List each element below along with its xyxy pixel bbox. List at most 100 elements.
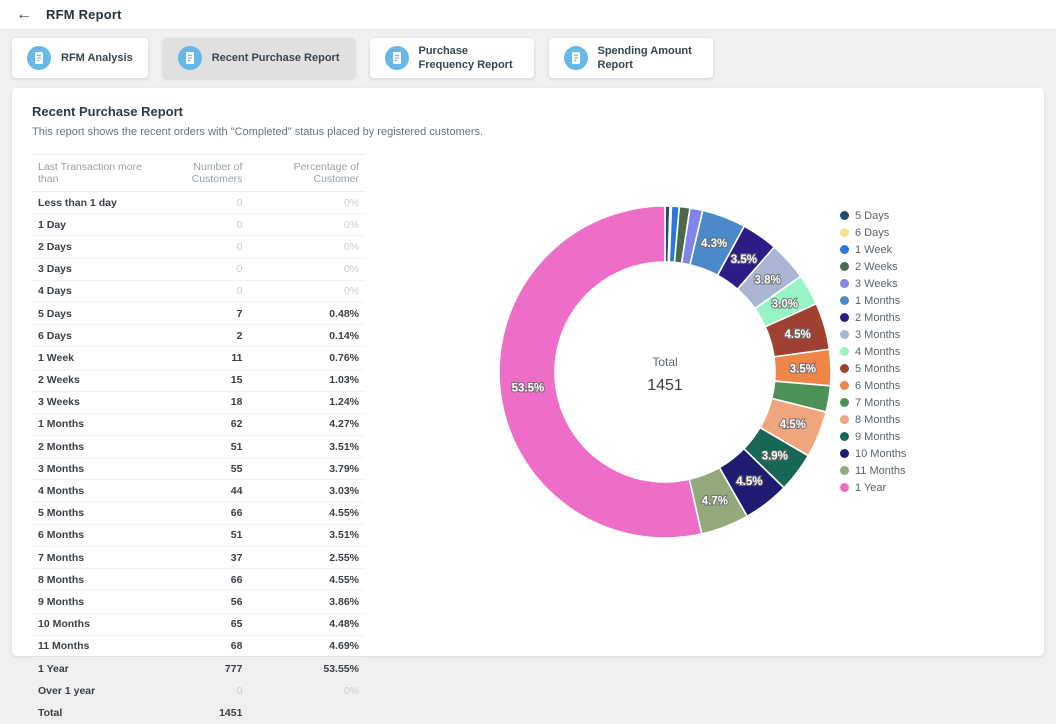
table-row: Less than 1 day 0 0% [32,191,365,215]
column-header-transaction: Last Transaction more than [32,154,169,192]
legend-item-6-days[interactable]: 6 Days [840,224,906,241]
tab-recent-purchase-report[interactable]: Recent Purchase Report [162,38,355,78]
back-icon[interactable]: ← [16,5,32,23]
slice-label: 3.8% [754,275,780,287]
table-row: 11 Months 68 4.69% [32,635,365,658]
slice-label: 4.5% [784,329,810,341]
cell-customers: 51 [168,524,249,548]
cell-customers: 44 [168,479,249,503]
legend-dot-icon [840,415,849,424]
table-row: 9 Months 56 3.86% [32,590,365,614]
legend-item-10-months[interactable]: 10 Months [840,445,906,462]
slice-label: 4.5% [780,419,806,431]
table-row: 8 Months 66 4.55% [32,568,365,592]
cell-customers: 777 [168,657,249,681]
legend-item-3-weeks[interactable]: 3 Weeks [840,275,906,292]
legend-item-7-months[interactable]: 7 Months [840,394,906,411]
cell-pct: 0% [248,191,365,215]
table-header-row: Last Transaction more than Number of Cus… [32,154,365,192]
legend-item-8-months[interactable]: 8 Months [840,411,906,428]
legend-item-11-months[interactable]: 11 Months [840,462,906,479]
cell-label: 1 Week [32,346,169,370]
cell-pct: 1.24% [248,391,365,414]
legend-label: 4 Months [855,345,901,358]
cell-label: 5 Months [32,502,169,525]
legend-item-1-year[interactable]: 1 Year [840,479,906,496]
cell-pct: 4.48% [248,613,365,636]
cell-pct: 0% [248,213,365,237]
cell-label: 7 Months [32,546,169,570]
table-row: 1 Year 777 53.55% [32,657,365,681]
cell-label: 2 Weeks [32,369,169,392]
legend-label: 6 Days [855,226,890,239]
legend-item-2-months[interactable]: 2 Months [840,309,906,326]
cell-label: 1 Months [32,413,169,437]
slice-label: 3.0% [772,299,798,311]
slice-label: 3.9% [762,451,788,463]
tab-label: RFM Analysis [61,51,133,64]
cell-customers: 7 [168,302,249,326]
cell-pct: 3.51% [248,435,365,459]
tab-spending-amount-report[interactable]: Spending Amount Report [548,38,713,78]
tab-label: Spending Amount Report [597,44,692,71]
cell-customers: 0 [168,258,249,281]
cell-customers: 0 [168,191,249,215]
table-row: 6 Months 51 3.51% [32,524,365,548]
table-row: 4 Months 44 3.03% [32,479,365,503]
slice-label: 3.5% [790,363,816,375]
legend-label: 1 Months [855,294,901,307]
legend-item-5-days[interactable]: 5 Days [840,207,906,224]
cell-customers: 65 [168,613,249,636]
legend-item-6-months[interactable]: 6 Months [840,377,906,394]
cell-label: 1 Year [32,657,169,681]
cell-label: 10 Months [32,613,169,636]
tab-label: Purchase Frequency Report [418,44,513,71]
legend-item-3-months[interactable]: 3 Months [840,326,906,343]
legend-item-1-week[interactable]: 1 Week [840,241,906,258]
cell-customers: 56 [168,590,249,614]
donut-chart-svg: 4.3% 3.5% 3.8% 3.0% 4.5% 3.5% 4.5% 3.9% 4.5% 4.7%… [498,205,832,539]
cell-customers: 0 [168,679,249,703]
slice-label: 4.5% [736,476,762,488]
table-row: 2 Days 0 0% [32,235,365,259]
report-card: Recent Purchase Report This report shows… [12,88,1044,724]
legend-dot-icon [840,347,849,356]
table-row: 3 Months 55 3.79% [32,457,365,481]
tab-label: Recent Purchase Report [211,51,340,64]
cell-pct: 4.27% [248,413,365,437]
cell-label: 8 Months [32,568,169,592]
legend-label: 7 Months [855,396,901,409]
cell-pct: 4.69% [248,635,365,658]
column-header-percentage: Percentage of Customer [248,154,365,192]
legend-label: 1 Week [855,243,893,256]
total-cell: 1451 [168,701,249,724]
tab-purchase-frequency-report[interactable]: Purchase Frequency Report [369,38,534,78]
cell-customers: 66 [168,502,249,525]
total-cell: Total [32,701,169,724]
legend-item-1-months[interactable]: 1 Months [840,292,906,309]
table-row: 1 Months 62 4.27% [32,413,365,437]
legend-label: 5 Days [855,209,890,222]
cell-label: 11 Months [32,635,169,658]
cell-label: 2 Days [32,235,169,259]
legend-dot-icon [840,449,849,458]
legend-item-9-months[interactable]: 9 Months [840,428,906,445]
cell-customers: 55 [168,457,249,481]
legend-label: 1 Year [855,481,887,494]
cell-pct: 4.55% [248,568,365,592]
slice-label: 4.7% [702,496,728,508]
legend-item-5-months[interactable]: 5 Months [840,360,906,377]
table-row: Over 1 year 0 0% [32,679,365,703]
legend-dot-icon [840,211,849,220]
legend-item-4-months[interactable]: 4 Months [840,343,906,360]
donut-slice-1-year[interactable] [498,205,703,539]
tab-rfm-analysis[interactable]: RFM Analysis [12,38,148,78]
page-title: RFM Report [46,7,122,22]
legend-label: 9 Months [855,430,901,443]
legend-item-2-weeks[interactable]: 2 Weeks [840,258,906,275]
table-row: 4 Days 0 0% [32,280,365,303]
cell-label: Less than 1 day [32,191,169,215]
legend-label: 3 Weeks [855,277,898,290]
legend-label: 6 Months [855,379,901,392]
cell-customers: 18 [168,391,249,414]
